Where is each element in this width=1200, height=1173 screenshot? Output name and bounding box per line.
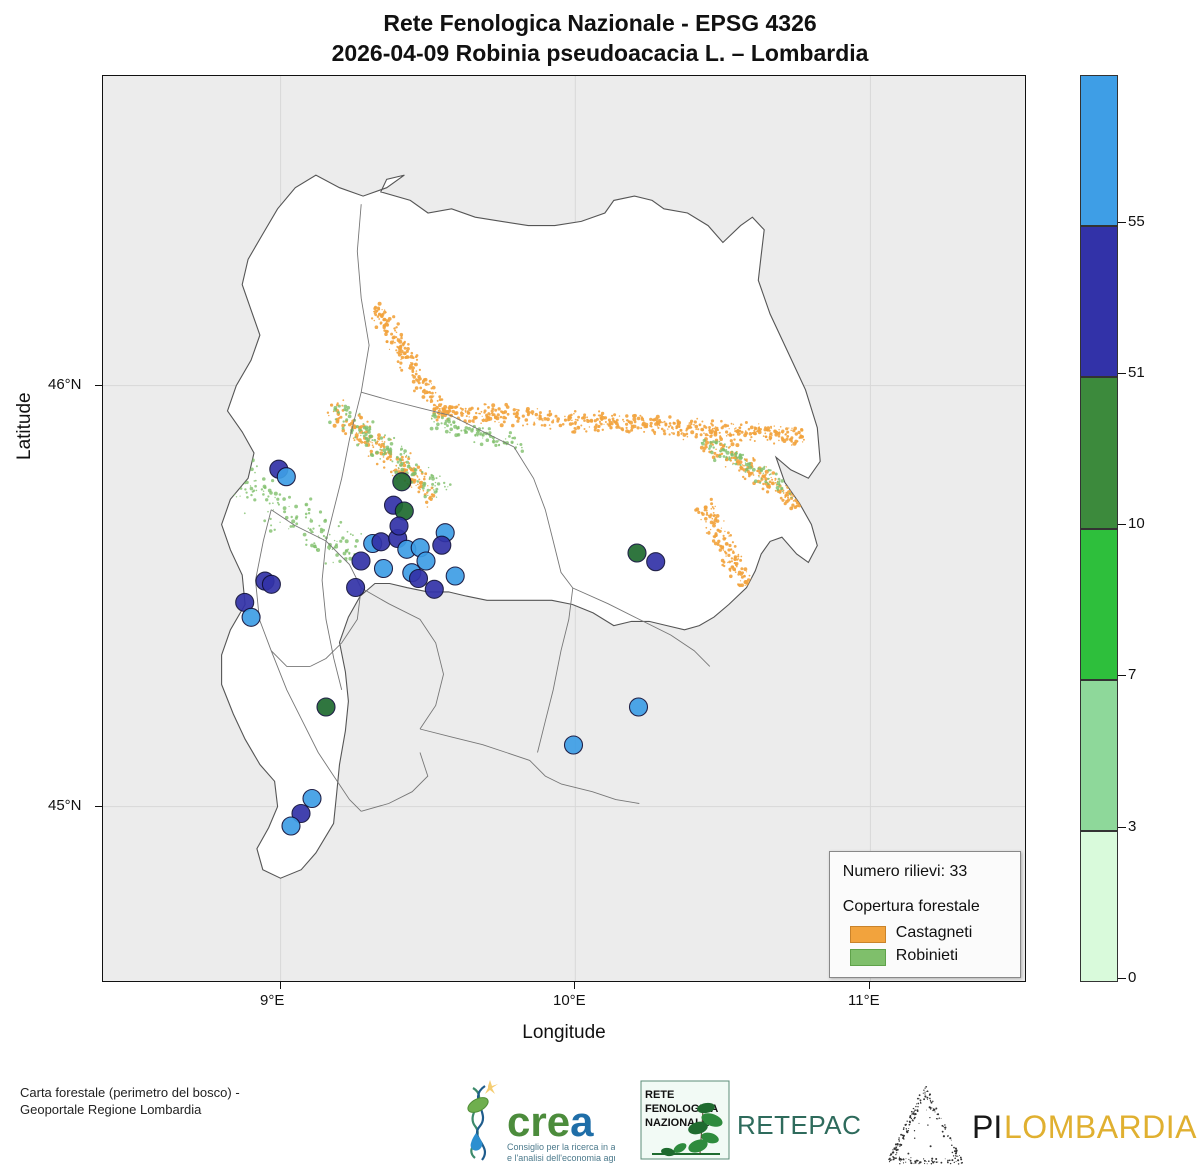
svg-text:Consiglio per la ricerca in ag: Consiglio per la ricerca in agricoltura — [507, 1142, 615, 1152]
svg-text:crea: crea — [507, 1098, 594, 1145]
svg-text:LOMBARDIA: LOMBARDIA — [1004, 1109, 1197, 1145]
svg-text:RETE: RETE — [645, 1089, 674, 1101]
svg-text:PI: PI — [972, 1109, 1002, 1145]
svg-text:e l'analisi dell'economia agra: e l'analisi dell'economia agraria — [507, 1153, 615, 1163]
